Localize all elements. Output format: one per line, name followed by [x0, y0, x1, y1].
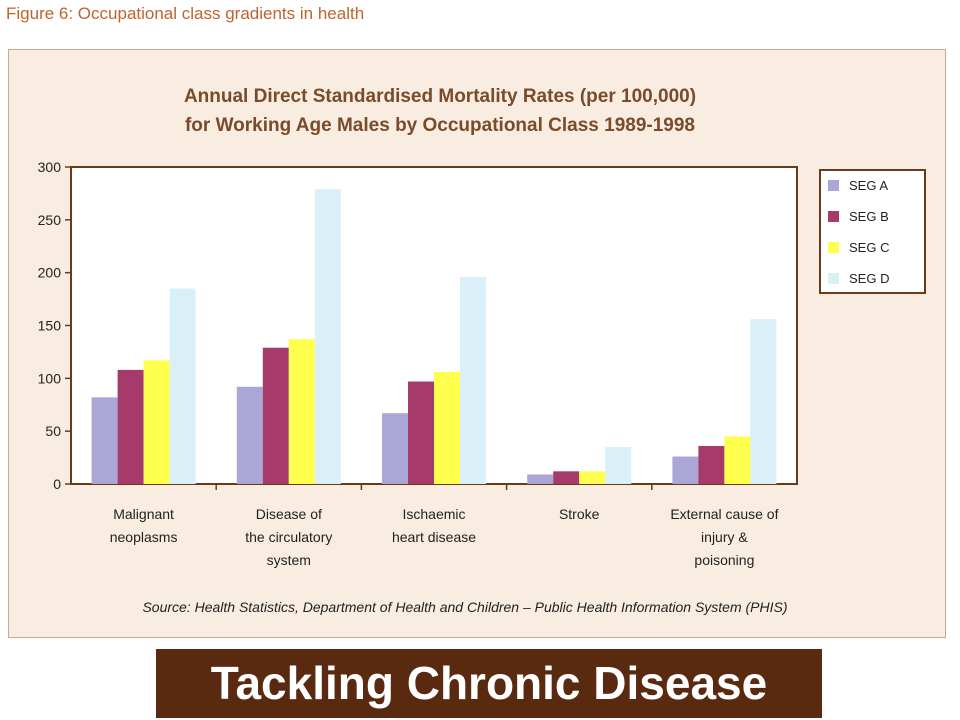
y-tick-label: 100	[38, 370, 62, 386]
bar-seg-b	[553, 471, 580, 484]
y-tick-label: 300	[38, 159, 62, 175]
x-category-label: Malignant	[113, 506, 174, 522]
bar-seg-c	[434, 371, 460, 484]
x-category-label: Stroke	[559, 506, 600, 522]
bar-seg-c	[724, 436, 751, 484]
x-category-label: Ischaemic	[402, 506, 465, 522]
x-category-label: poisoning	[694, 552, 754, 568]
figure-label: Figure 6: Occupational class gradients i…	[6, 4, 365, 23]
bar-seg-b	[698, 445, 725, 484]
bar-seg-d	[460, 276, 486, 484]
y-tick-label: 200	[38, 265, 62, 281]
bar-seg-b	[262, 347, 289, 484]
bar-seg-d	[605, 447, 632, 484]
bar-seg-b	[117, 369, 144, 484]
x-category-label: injury &	[701, 529, 748, 545]
x-category-label: the circulatory	[245, 529, 332, 545]
chart-title: Annual Direct Standardised Mortality Rat…	[0, 82, 880, 140]
y-tick-label: 150	[38, 318, 62, 334]
y-tick-label: 250	[38, 212, 62, 228]
source-note: Source: Health Statistics, Department of…	[142, 599, 788, 615]
bar-seg-d	[314, 189, 341, 484]
legend-label: SEG B	[849, 209, 889, 224]
bar-seg-c	[288, 339, 315, 484]
legend-label: SEG A	[849, 178, 888, 193]
legend-swatch	[828, 273, 839, 284]
banner-title: Tackling Chronic Disease	[156, 649, 822, 718]
x-category-label: neoplasms	[110, 529, 178, 545]
y-tick-label: 0	[53, 476, 61, 492]
chart-title-line-1: Annual Direct Standardised Mortality Rat…	[183, 86, 697, 107]
legend-swatch	[828, 211, 839, 222]
y-tick-label: 50	[45, 423, 61, 439]
legend-label: SEG D	[849, 271, 889, 286]
x-category-label: External cause of	[670, 506, 778, 522]
bar-seg-a	[672, 456, 699, 484]
x-category-label: system	[267, 552, 311, 568]
chart-title-line-2: for Working Age Males by Occupational Cl…	[184, 115, 695, 136]
bar-seg-a	[91, 397, 118, 484]
bar-seg-a	[527, 474, 554, 484]
legend-label: SEG C	[849, 240, 889, 255]
bar-seg-d	[169, 288, 196, 484]
legend-swatch	[828, 180, 839, 191]
bar-seg-a	[236, 386, 263, 484]
bar-seg-b	[408, 381, 434, 484]
legend-swatch	[828, 242, 839, 253]
bar-seg-c	[579, 471, 606, 484]
x-category-label: heart disease	[392, 529, 476, 545]
x-category-label: Disease of	[256, 506, 322, 522]
bar-seg-a	[382, 413, 408, 484]
bar-seg-c	[143, 360, 170, 484]
bar-seg-d	[750, 319, 777, 484]
